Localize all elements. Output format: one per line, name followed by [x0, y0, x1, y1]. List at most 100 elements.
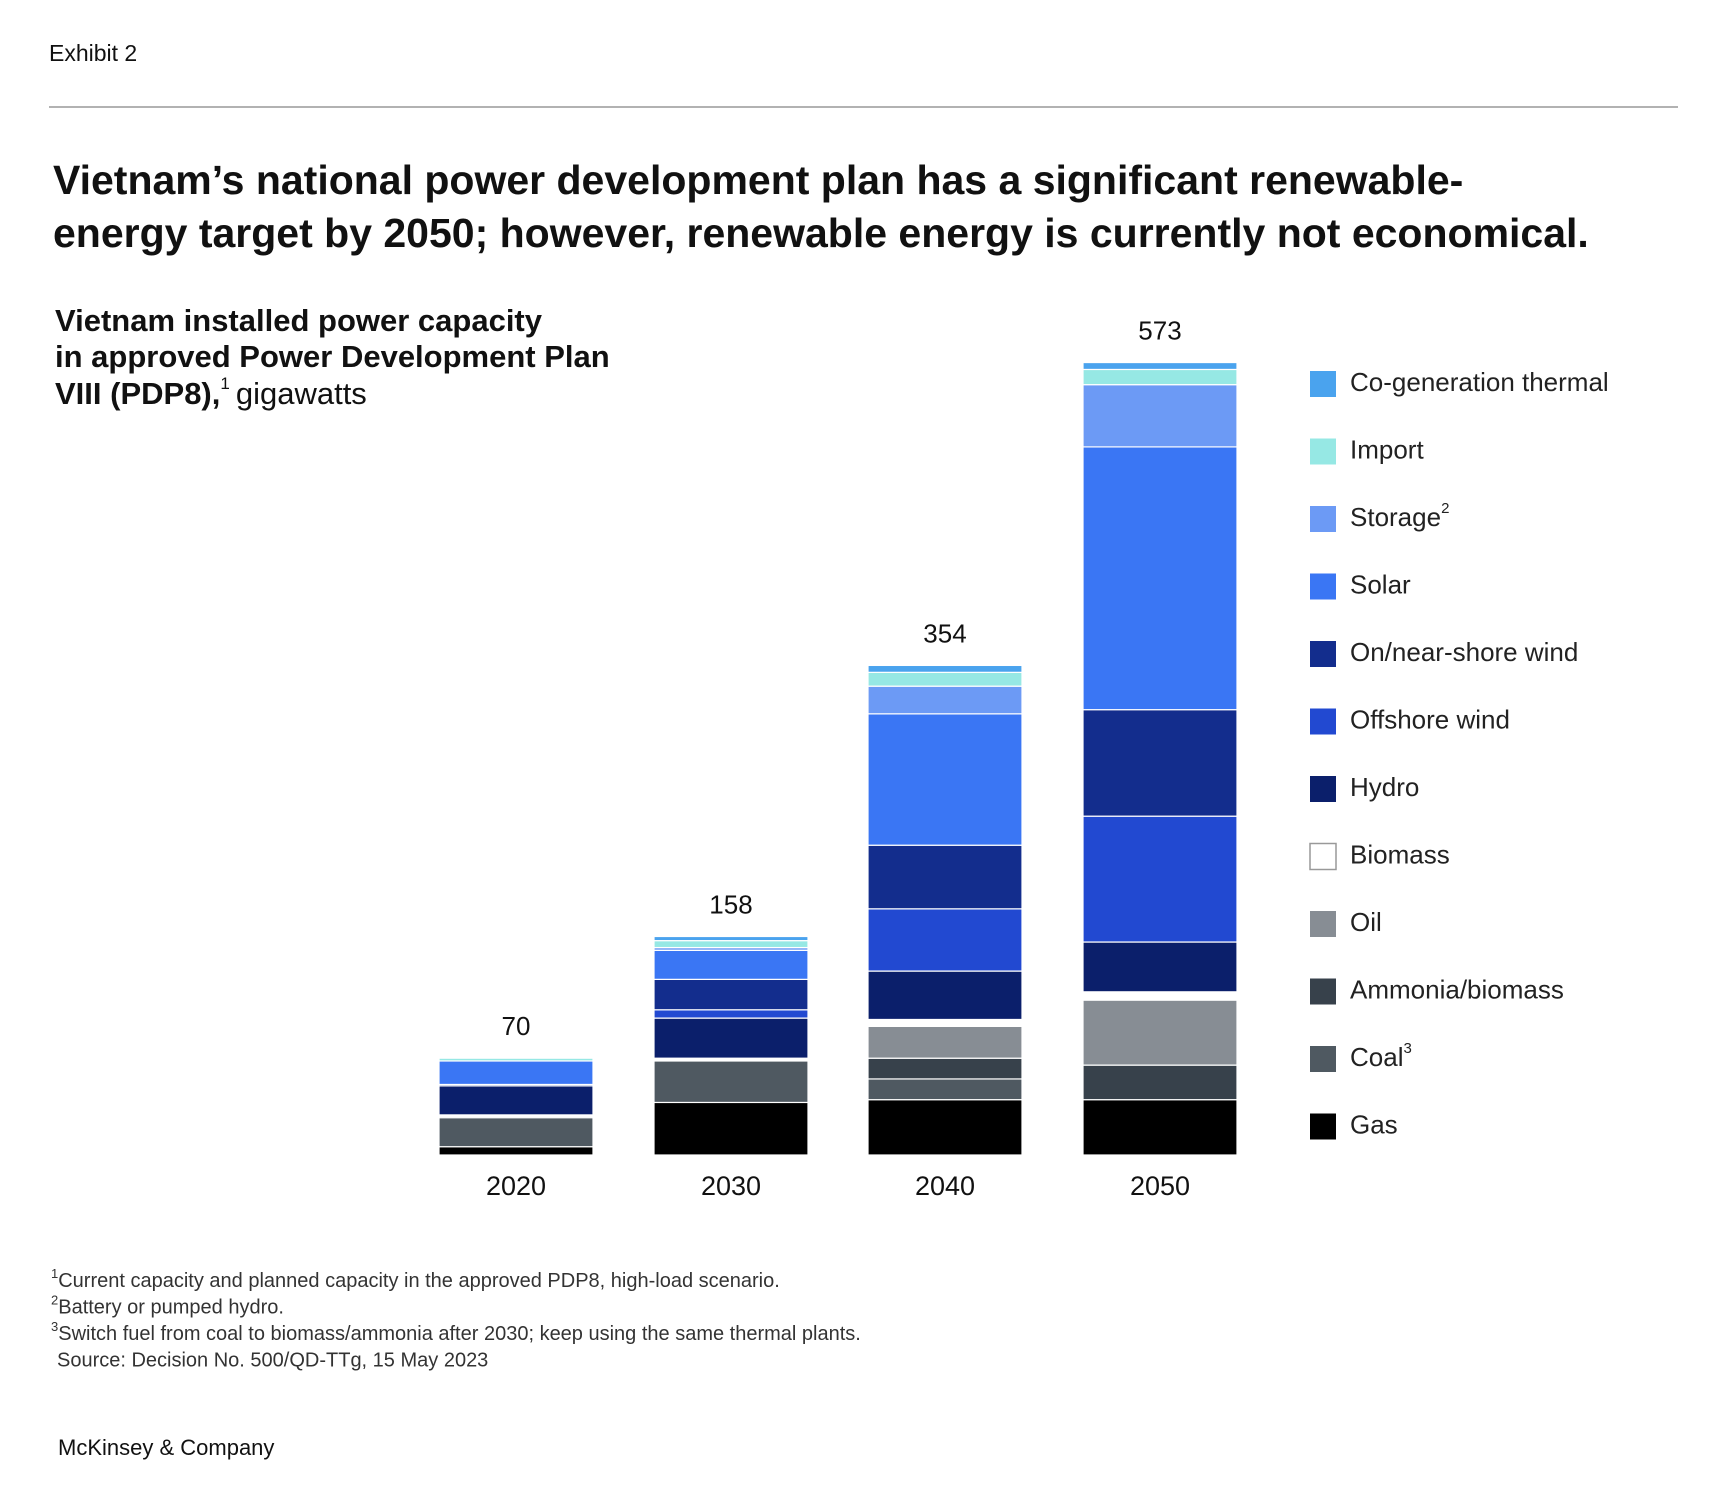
x-tick-label: 2030	[701, 1171, 761, 1201]
bar-segment	[1082, 368, 1238, 386]
total-label: 70	[502, 1011, 531, 1041]
bar-segment	[867, 1057, 1023, 1080]
bar-segment	[867, 685, 1023, 715]
bar-segment	[867, 908, 1023, 972]
legend-entry: Co-generation thermal	[1350, 367, 1609, 397]
bar-segment	[438, 1117, 594, 1148]
bar-segment	[653, 978, 809, 1011]
chart-subtitle: in approved Power Development Plan	[55, 339, 610, 374]
legend-name: Oil	[1350, 907, 1382, 937]
legend-swatch	[1310, 438, 1336, 465]
source: Source: Decision No. 500/QD-TTg, 15 May …	[57, 1349, 488, 1371]
footnote-marker: 3	[51, 1319, 58, 1334]
legend-entry: On/near-shore wind	[1350, 637, 1578, 667]
legend-entry: Ammonia/biomass	[1350, 974, 1564, 1004]
legend-name: Biomass	[1350, 839, 1450, 869]
footnote-marker: 2	[51, 1293, 58, 1308]
footer: McKinsey & Company	[58, 1435, 274, 1460]
bar-segment	[1082, 941, 1238, 993]
bar-segment	[438, 1085, 594, 1116]
bar-segment	[867, 1099, 1023, 1156]
bar-segment	[867, 970, 1023, 1021]
total-label: 158	[709, 889, 752, 919]
bar-segment	[1082, 999, 1238, 1066]
footnote-text: Switch fuel from coal to biomass/ammonia…	[58, 1323, 861, 1345]
bar-segment	[438, 1057, 594, 1062]
legend-swatch	[1310, 1046, 1336, 1072]
legend-swatch	[1310, 641, 1336, 667]
legend-name: Offshore wind	[1350, 704, 1510, 734]
x-tick-label: 2050	[1130, 1171, 1190, 1201]
legend-swatch	[1310, 1113, 1336, 1140]
bar-segment	[867, 1025, 1023, 1059]
chart-subtitle: Vietnam installed power capacity	[55, 303, 543, 338]
legend-swatch	[1309, 842, 1337, 871]
bar-segment	[1082, 1099, 1238, 1156]
legend-entry: Coal3	[1350, 1040, 1412, 1072]
legend-name: Coal	[1350, 1042, 1403, 1072]
footnote: 2Battery or pumped hydro.	[51, 1293, 284, 1319]
legend-name: Storage	[1350, 502, 1441, 532]
x-tick-label: 2040	[915, 1171, 975, 1201]
bar-segment	[438, 1060, 594, 1086]
x-tick-label: 2020	[486, 1171, 546, 1201]
bar-segment	[1082, 709, 1238, 817]
bar-segment	[653, 949, 809, 980]
footnote: 3Switch fuel from coal to biomass/ammoni…	[51, 1319, 861, 1345]
bar-segment	[653, 1017, 809, 1059]
legend-entry: Storage2	[1350, 500, 1449, 532]
footnote-text: Current capacity and planned capacity in…	[58, 1270, 780, 1292]
subtitle-note: 1	[220, 374, 229, 393]
legend-name: Gas	[1350, 1109, 1398, 1139]
legend-swatch	[1310, 506, 1336, 532]
bar-segment	[867, 844, 1023, 910]
legend-entry: Import	[1350, 434, 1424, 464]
bar-segment	[867, 664, 1023, 673]
legend-name: On/near-shore wind	[1350, 637, 1578, 667]
legend-entry: Offshore wind	[1350, 704, 1510, 734]
footnote: 1Current capacity and planned capacity i…	[51, 1266, 780, 1292]
exhibit-label: Exhibit 2	[49, 40, 137, 66]
bar-segment	[1082, 446, 1238, 711]
bar-segment	[1082, 991, 1238, 1001]
subtitle-text: VIII (PDP8),	[55, 376, 220, 411]
legend-name: Hydro	[1350, 772, 1419, 802]
bar-segment	[653, 1009, 809, 1019]
legend-entry: Solar	[1350, 569, 1411, 599]
chart-title: energy target by 2050; however, renewabl…	[53, 210, 1589, 256]
legend-entry: Biomass	[1350, 839, 1450, 869]
legend-swatch	[1310, 573, 1336, 600]
footnote-text: Battery or pumped hydro.	[58, 1297, 284, 1319]
total-label: 573	[1138, 315, 1181, 345]
legend-entry: Hydro	[1350, 772, 1419, 802]
legend-name: Ammonia/biomass	[1350, 974, 1564, 1004]
bar-segment	[1082, 384, 1238, 448]
legend-swatch	[1310, 776, 1336, 802]
legend-swatch	[1310, 911, 1336, 937]
chart-title: Vietnam’s national power development pla…	[53, 157, 1463, 203]
bar-segment	[653, 1060, 809, 1104]
bar-segment	[867, 1078, 1023, 1101]
footnote-marker: 1	[51, 1266, 58, 1281]
bar-segment	[867, 713, 1023, 846]
legend-note: 3	[1403, 1040, 1411, 1057]
unit: gigawatts	[236, 376, 367, 411]
bar-segment	[653, 1101, 809, 1156]
legend-entry: Oil	[1350, 907, 1382, 937]
legend-name: Co-generation thermal	[1350, 367, 1609, 397]
legend-swatch	[1310, 978, 1336, 1005]
legend-note: 2	[1441, 500, 1449, 517]
total-label: 354	[923, 618, 966, 648]
bar-segment	[1082, 361, 1238, 371]
bar-segment	[1082, 1064, 1238, 1101]
legend-name: Import	[1350, 434, 1424, 464]
chart-subtitle: VIII (PDP8),1 gigawatts	[55, 374, 367, 411]
legend-name: Solar	[1350, 569, 1411, 599]
legend-entry: Gas	[1350, 1109, 1398, 1139]
bar-segment	[653, 940, 809, 949]
bar-segment	[438, 1146, 594, 1156]
bar-segment	[867, 1018, 1023, 1027]
legend-swatch	[1310, 708, 1336, 735]
bar-segment	[1082, 815, 1238, 943]
